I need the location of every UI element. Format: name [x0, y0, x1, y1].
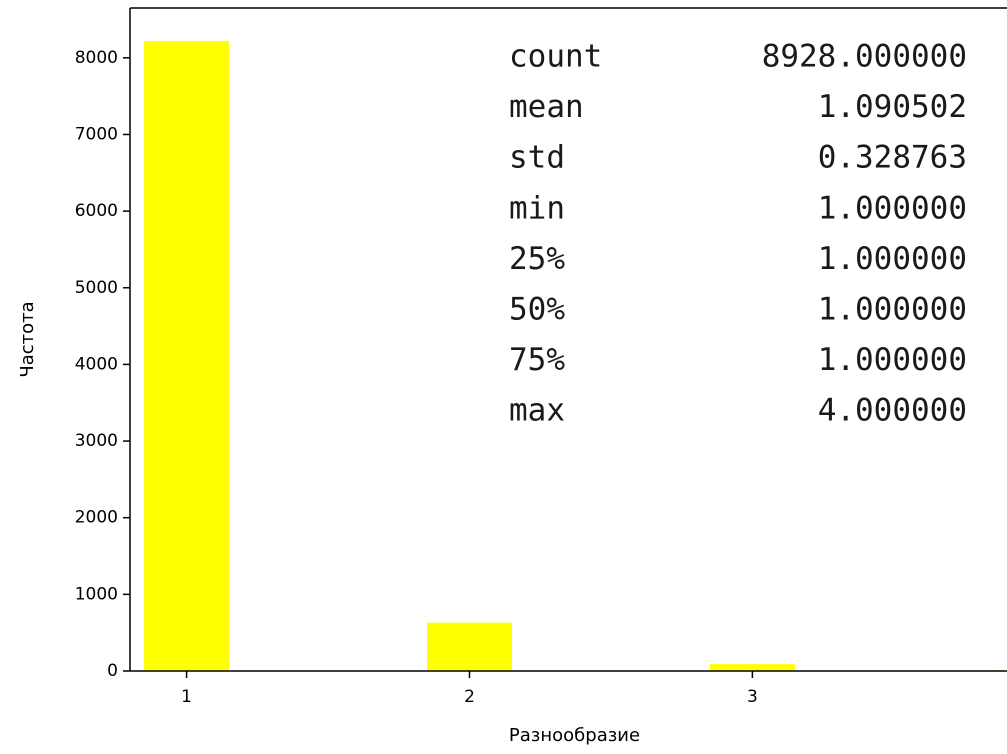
stat-label: 50% — [509, 292, 565, 328]
x-tick-label: 3 — [747, 687, 758, 707]
x-tick-label: 1 — [181, 687, 192, 707]
stat-value: 1.000000 — [818, 241, 967, 277]
bars-layer — [144, 40, 1007, 672]
y-tick-label: 1000 — [75, 584, 118, 604]
y-tick-label: 3000 — [75, 431, 118, 451]
stat-value: 0.328763 — [818, 140, 967, 176]
bar — [427, 622, 512, 671]
stat-label: min — [509, 190, 565, 226]
stat-label: mean — [509, 89, 584, 125]
y-tick-label: 4000 — [75, 354, 118, 374]
x-tick-label: 2 — [464, 687, 475, 707]
stat-value: 1.090502 — [818, 89, 967, 125]
summary-statistics-table: count 8928.000000 mean 1.090502 std 0.328763 m… — [509, 39, 967, 429]
stat-value: 1.000000 — [818, 190, 967, 226]
y-axis-label: Частота — [17, 301, 38, 377]
x-axis-label: Разнообразие — [509, 725, 640, 746]
y-tick-label: 6000 — [75, 201, 118, 221]
y-tick-label: 5000 — [75, 278, 118, 298]
stat-label: std — [509, 140, 565, 176]
stat-label: max — [509, 393, 565, 429]
stat-value: 4.000000 — [818, 393, 967, 429]
stat-label: 25% — [509, 241, 565, 277]
stat-label: count — [509, 39, 602, 75]
y-tick-label: 2000 — [75, 508, 118, 528]
y-tick-label: 7000 — [75, 124, 118, 144]
bar — [709, 664, 795, 671]
bar — [144, 40, 230, 672]
axis-labels-layer: 0100020003000400050006000700080001234Раз… — [17, 48, 758, 746]
y-tick-label: 0 — [107, 661, 118, 681]
stat-value: 1.000000 — [818, 342, 967, 378]
stat-label: 75% — [509, 342, 565, 378]
stat-value: 8928.000000 — [762, 39, 967, 75]
stat-value: 1.000000 — [818, 292, 967, 328]
axes-layer — [123, 7, 1007, 678]
y-tick-label: 8000 — [75, 48, 118, 68]
